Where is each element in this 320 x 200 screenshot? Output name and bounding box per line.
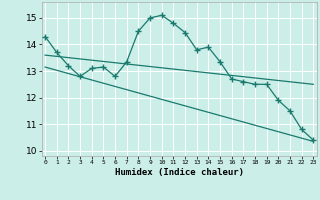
X-axis label: Humidex (Indice chaleur): Humidex (Indice chaleur) — [115, 168, 244, 177]
